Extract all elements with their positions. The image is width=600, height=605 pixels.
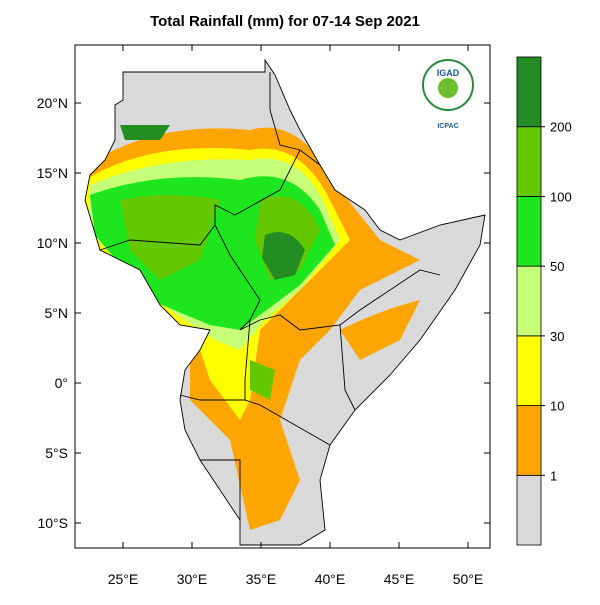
colorbar-label: 1 — [550, 468, 557, 483]
lat-label: 0° — [55, 375, 68, 391]
country-borders — [84, 59, 486, 546]
rain-zone — [340, 300, 420, 360]
colorbar-label: 10 — [550, 399, 564, 414]
logo-org: ICPAC — [437, 123, 458, 130]
lat-label: 10°S — [37, 515, 68, 531]
rain-zone — [120, 125, 305, 280]
lon-label: 50°E — [453, 571, 484, 587]
colorbar-box — [516, 56, 542, 128]
lon-label: 25°E — [108, 571, 139, 587]
lon-label: 40°E — [315, 571, 346, 587]
colorbar-box — [516, 405, 542, 476]
colorbar-label: 100 — [550, 189, 572, 204]
lat-label: 20°N — [37, 95, 68, 111]
colorbar-box — [516, 265, 542, 337]
lon-label: 30°E — [177, 571, 208, 587]
colorbar: 1 10 30 50 100 200 — [516, 56, 572, 546]
axes: 20°N 15°N 10°N 5°N 0° 5°S 10°S 25°E 30°E 35°E 40°E… — [37, 45, 490, 587]
colorbar-box — [516, 474, 542, 546]
lat-label: 5°S — [45, 445, 68, 461]
colorbar-label: 30 — [550, 329, 564, 344]
colorbar-box — [516, 335, 542, 406]
lat-label: 5°N — [45, 305, 69, 321]
colorbar-label: 200 — [550, 120, 572, 135]
colorbar-box — [516, 196, 542, 267]
logo-globe — [438, 78, 458, 98]
logo: IGAD ICPAC — [422, 59, 474, 130]
lat-label: 10°N — [37, 235, 68, 251]
lon-label: 35°E — [246, 571, 277, 587]
lat-label: 15°N — [37, 165, 68, 181]
colorbar-label: 50 — [550, 259, 564, 274]
colorbar-box — [516, 126, 542, 197]
map-title: Total Rainfall (mm) for 07-14 Sep 2021 — [150, 13, 420, 30]
logo-name: IGAD — [437, 68, 460, 78]
lon-label: 45°E — [384, 571, 415, 587]
